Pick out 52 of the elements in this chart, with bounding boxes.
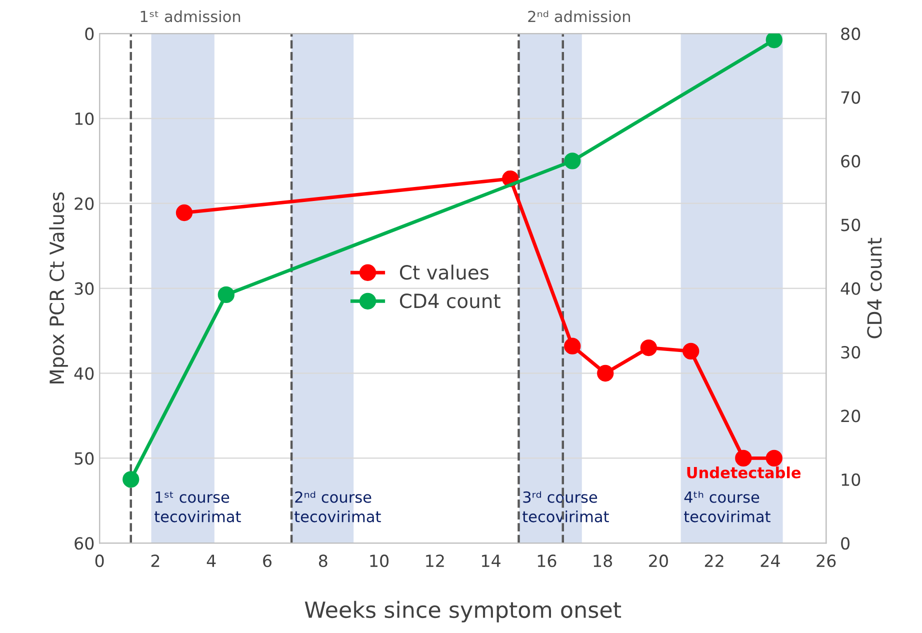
y-axis-title: Mpox PCR Ct Values bbox=[49, 192, 68, 384]
y2-tick-label: 30 bbox=[841, 346, 860, 359]
y2-tick-label: 50 bbox=[841, 218, 860, 232]
point bbox=[766, 34, 782, 48]
x-axis-title: Weeks since symptom onset bbox=[304, 600, 622, 622]
y-tick-label: 40 bbox=[74, 367, 94, 380]
point bbox=[176, 204, 193, 222]
point bbox=[640, 339, 658, 356]
point bbox=[597, 364, 614, 382]
x-tick-label: 20 bbox=[649, 554, 668, 568]
band-label: 1ˢᵗ course tecovirimat bbox=[154, 492, 241, 522]
y2-axis-title: CD4 count bbox=[867, 238, 882, 338]
legend-label: CD4 count bbox=[400, 294, 500, 308]
x-tick-label: 24 bbox=[760, 554, 780, 567]
x-tick-label: 18 bbox=[594, 554, 612, 568]
y2-tick-label: 70 bbox=[841, 91, 860, 104]
y-tick-label: 60 bbox=[74, 537, 94, 550]
point bbox=[564, 152, 581, 170]
band-label: 2ⁿᵈ course tecovirimat bbox=[294, 491, 381, 522]
x-tick-label: 10 bbox=[370, 554, 389, 568]
x-tick-label: 0 bbox=[95, 554, 104, 568]
y-tick-label: 30 bbox=[74, 282, 94, 295]
point bbox=[564, 338, 581, 354]
x-tick-label: 16 bbox=[538, 554, 556, 568]
point bbox=[682, 342, 700, 360]
x-tick-label: 14 bbox=[482, 554, 500, 567]
y-tick-label: 10 bbox=[75, 112, 94, 126]
y-tick-label: 20 bbox=[74, 197, 94, 210]
x-tick-label: 2 bbox=[151, 554, 160, 567]
y2-tick-label: 0 bbox=[841, 537, 850, 550]
x-tick-label: 26 bbox=[816, 554, 836, 568]
point bbox=[218, 286, 234, 304]
point bbox=[122, 471, 140, 488]
y-tick-label: 50 bbox=[74, 452, 94, 465]
y2-tick-label: 10 bbox=[842, 473, 860, 486]
annotation: Undetectable bbox=[687, 466, 801, 478]
point bbox=[766, 450, 782, 467]
y2-tick-label: 40 bbox=[840, 282, 860, 295]
x-tick-label: 8 bbox=[318, 554, 328, 568]
x-tick-label: 4 bbox=[206, 554, 216, 567]
y2-tick-label: 60 bbox=[841, 154, 860, 168]
y2-tick-label: 20 bbox=[841, 410, 860, 422]
point bbox=[735, 450, 752, 467]
x-tick-label: 6 bbox=[263, 554, 272, 568]
ref-line-label: 2ⁿᵈ admission bbox=[528, 10, 630, 22]
legend-label: Ct values bbox=[400, 264, 489, 280]
ref-line-label: 1ˢᵗ admission bbox=[140, 10, 240, 22]
x-tick-label: 12 bbox=[426, 554, 444, 567]
x-tick-label: 22 bbox=[704, 554, 724, 567]
y2-tick-label: 80 bbox=[841, 28, 860, 40]
y-tick-label: 0 bbox=[85, 28, 94, 40]
band-label: 4ᵗʰ course tecovirimat bbox=[684, 491, 770, 522]
